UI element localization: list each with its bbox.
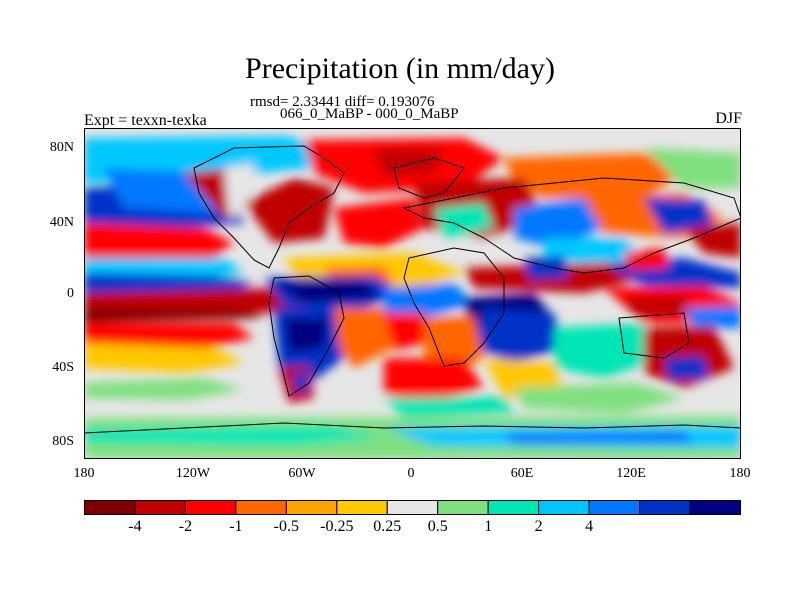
colorbar-swatch xyxy=(689,500,741,515)
colorbar-label: 0.5 xyxy=(427,518,448,535)
colorbar-swatch xyxy=(437,500,489,515)
colorbar-swatch xyxy=(84,500,136,515)
colorbar xyxy=(84,500,741,515)
lat-label: 80N xyxy=(49,140,74,155)
colorbar-swatch xyxy=(639,500,691,515)
season-label: DJF xyxy=(715,110,742,127)
colorbar-swatch xyxy=(386,500,439,515)
stats-line: rmsd= 2.33441 diff= 0.193076 xyxy=(250,94,435,110)
plot-title: Precipitation (in mm/day) xyxy=(245,52,555,85)
precipitation-field xyxy=(84,136,741,459)
colorbar-label: -0.5 xyxy=(273,518,300,535)
colorbar-label: 0.25 xyxy=(373,518,402,535)
lon-label: 180 xyxy=(729,466,751,481)
colorbar-swatch xyxy=(336,500,388,515)
lon-label: 120E xyxy=(616,466,646,481)
lat-label: 40N xyxy=(49,215,74,230)
colorbar-label: 2 xyxy=(534,518,543,535)
colorbar-label: 4 xyxy=(585,518,594,535)
colorbar-label: 1 xyxy=(484,518,493,535)
colorbar-swatch xyxy=(487,500,540,515)
lon-label: 120W xyxy=(175,466,211,481)
colorbar-swatch xyxy=(134,500,186,515)
colorbar-label: -1 xyxy=(229,518,243,535)
colorbar-label: -4 xyxy=(128,518,142,535)
lon-label: 60W xyxy=(288,466,316,481)
colorbar-swatch xyxy=(588,500,641,515)
lon-label: 60E xyxy=(510,466,534,481)
lat-label: 40S xyxy=(52,360,74,375)
experiment-label: Expt = texxn-texka xyxy=(84,112,207,129)
colorbar-label: -0.25 xyxy=(320,518,354,535)
colorbar-swatch xyxy=(184,500,237,515)
lat-label: 80S xyxy=(52,434,74,449)
comparison-line: 066_0_MaBP - 000_0_MaBP xyxy=(280,106,459,122)
coastlines xyxy=(84,145,741,434)
lon-label: 180 xyxy=(73,466,95,481)
precipitation-map xyxy=(84,128,741,459)
colorbar-swatch xyxy=(538,500,590,515)
lon-label: 0 xyxy=(407,466,415,481)
colorbar-swatch xyxy=(285,500,338,515)
lat-label: 0 xyxy=(67,286,74,301)
colorbar-swatch xyxy=(235,500,287,515)
colorbar-label: -2 xyxy=(178,518,193,535)
map-frame xyxy=(84,128,741,459)
